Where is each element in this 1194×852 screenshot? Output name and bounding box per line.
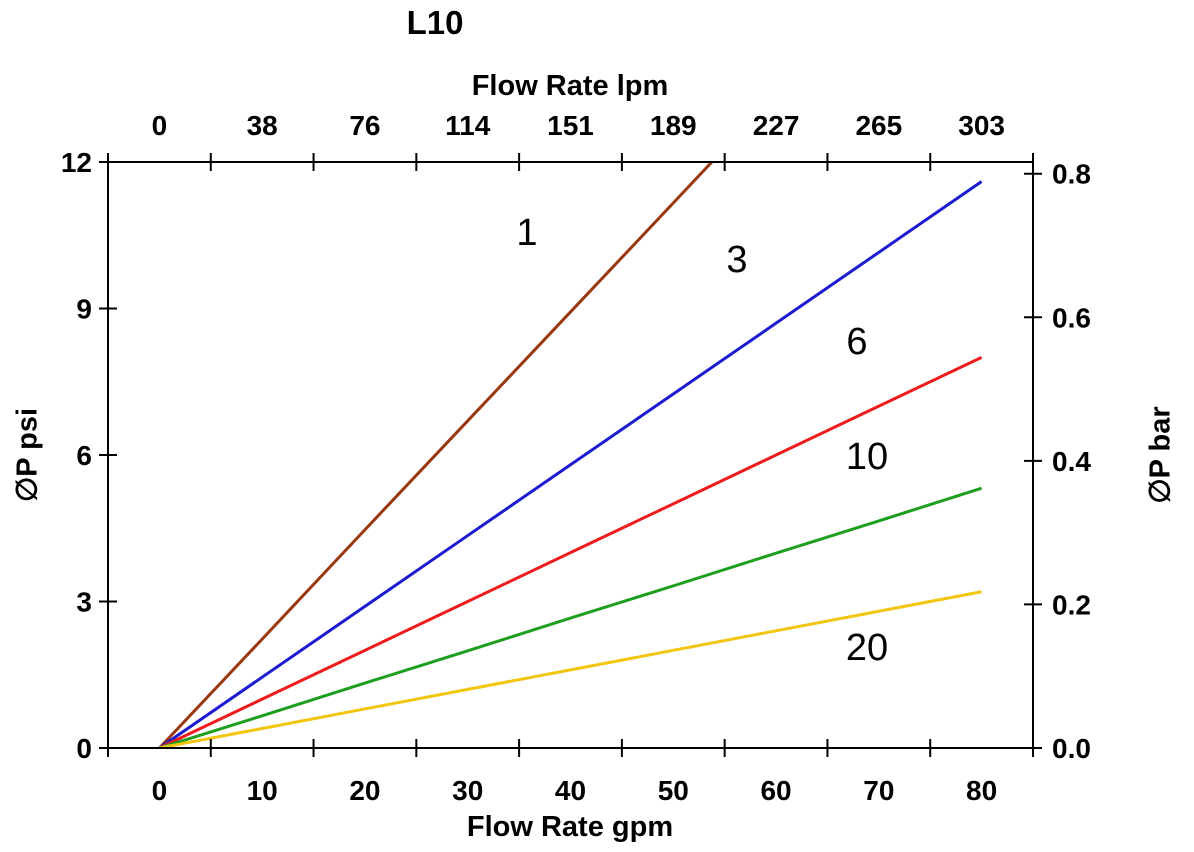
y-right-tick-label: 0.8 <box>1052 159 1091 190</box>
y-right-tick-label: 0.0 <box>1052 733 1091 764</box>
y-right-tick-label: 0.4 <box>1052 446 1091 477</box>
series-line-10 <box>158 486 983 748</box>
y-left-tick-label: 0 <box>76 733 92 764</box>
series-line-3 <box>158 180 983 748</box>
x-axis-bottom-title: Flow Rate gpm <box>466 811 674 843</box>
y-right-tick-label: 0.6 <box>1052 302 1091 333</box>
x-bottom-tick-label: 40 <box>555 775 586 806</box>
x-bottom-tick-label: 60 <box>760 775 791 806</box>
x-top-tick-label: 189 <box>650 110 697 141</box>
x-bottom-tick-label: 80 <box>966 775 997 806</box>
curve-label-3: 3 <box>726 239 747 281</box>
x-top-tick-label: 38 <box>247 110 278 141</box>
x-bottom-tick-label: 70 <box>863 775 894 806</box>
curve-label-6: 6 <box>846 321 867 363</box>
x-bottom-tick-label: 0 <box>152 775 168 806</box>
x-top-tick-label: 114 <box>445 110 491 141</box>
y-left-tick-label: 12 <box>61 147 92 178</box>
curve-label-1: 1 <box>516 212 537 254</box>
series-line-1 <box>158 162 714 748</box>
curve-label-20: 20 <box>846 627 888 669</box>
x-top-tick-label: 303 <box>958 110 1005 141</box>
x-top-tick-label: 0 <box>152 110 168 141</box>
x-bottom-tick-label: 20 <box>349 775 380 806</box>
x-top-tick-label: 76 <box>349 110 380 141</box>
y-axis-left-title: ∅P psi <box>11 407 44 503</box>
x-bottom-tick-label: 50 <box>658 775 689 806</box>
x-bottom-tick-label: 10 <box>247 775 278 806</box>
x-bottom-tick-label: 30 <box>452 775 483 806</box>
series-line-20 <box>159 590 982 748</box>
plot-frame <box>107 161 1034 749</box>
x-top-tick-label: 265 <box>855 110 902 141</box>
y-left-tick-label: 3 <box>76 587 92 618</box>
x-top-tick-label: 151 <box>547 110 594 141</box>
y-left-tick-label: 6 <box>76 440 92 471</box>
x-axis-top-title: Flow Rate lpm <box>471 70 669 102</box>
curve-label-10: 10 <box>846 436 888 478</box>
y-left-tick-label: 9 <box>76 294 92 325</box>
series-line-6 <box>158 355 983 748</box>
x-top-tick-label: 227 <box>753 110 800 141</box>
chart-title: L10 <box>406 4 464 41</box>
y-right-tick-label: 0.2 <box>1052 589 1091 620</box>
y-axis-right-title: ∅P bar <box>1144 406 1177 504</box>
